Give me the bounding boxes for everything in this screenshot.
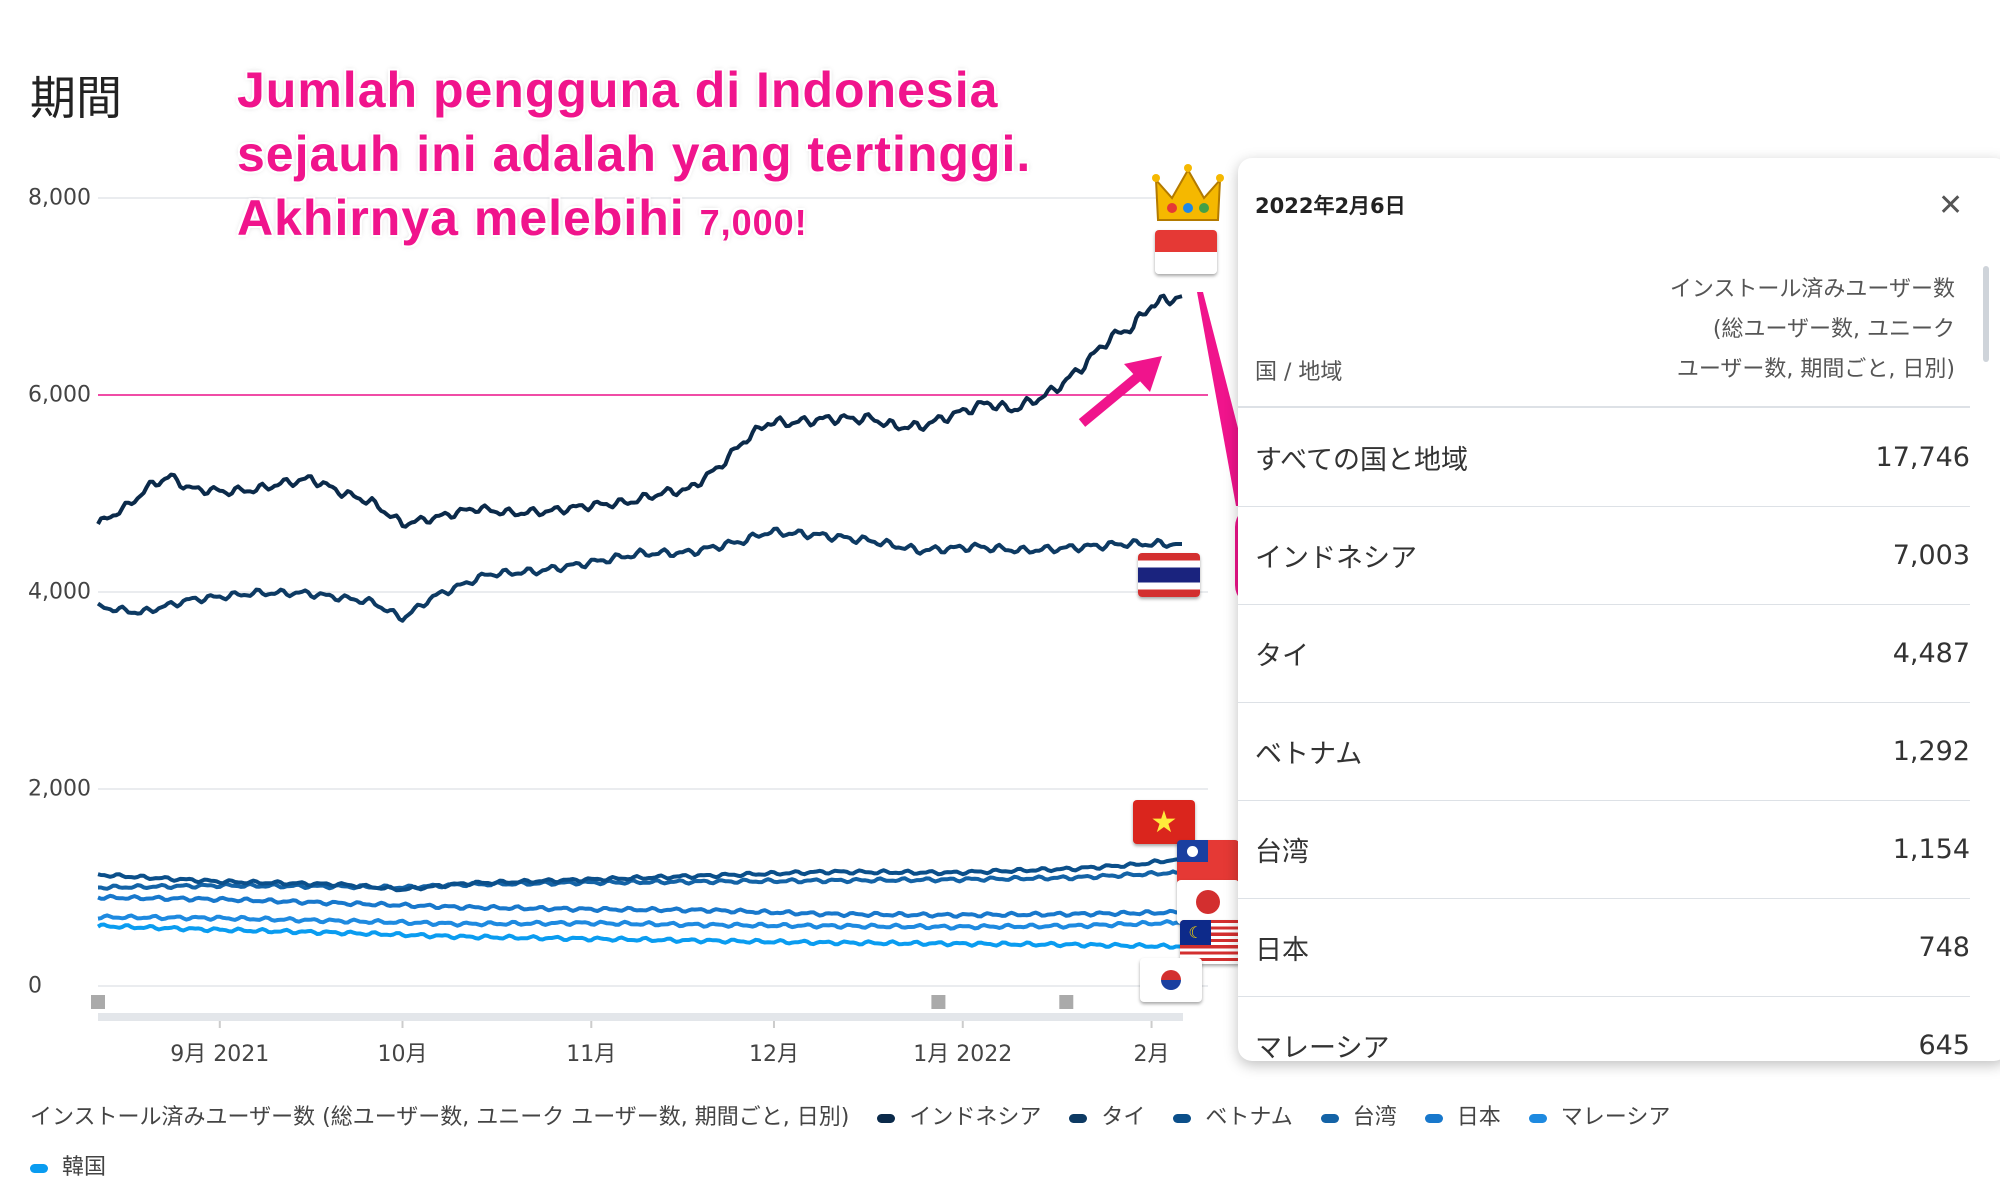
page-title: 期間 [30,71,122,125]
column-header-country: 国 / 地域 [1255,360,1343,385]
series-line-3 [98,869,1183,891]
divider [1238,506,1970,507]
annotation-line-1: Jumlah pengguna di Indonesia [237,62,999,118]
legend: インストール済みユーザー数 (総ユーザー数, ユニーク ユーザー数, 期間ごと,… [30,1093,1930,1193]
legend-label: マレーシア [1560,1105,1671,1130]
legend-swatch [1173,1113,1192,1123]
row-value: 4,487 [1892,637,1970,669]
row-country: 日本 [1255,934,1309,966]
y-tick-label: 0 [28,973,42,999]
row-value: 1,292 [1892,735,1970,767]
legend-title: インストール済みユーザー数 (総ユーザー数, ユニーク ユーザー数, 期間ごと,… [30,1105,850,1130]
row-country: インドネシア [1255,542,1417,574]
panel-row[interactable]: 台湾 1,154 [1255,800,1970,898]
annotation-marker[interactable] [91,995,105,1009]
annotation-marker[interactable] [931,995,946,1009]
row-country: すべての国と地域 [1255,444,1469,476]
divider [1238,406,1970,408]
legend-swatch [1320,1113,1339,1123]
panel-row[interactable]: 日本 748 [1255,898,1970,996]
japan-flag-icon [1177,880,1239,924]
legend-swatch [877,1113,896,1123]
arrow-icon [1078,366,1150,427]
divider [1238,996,1970,997]
panel-row[interactable]: インドネシア 7,003 [1255,506,1970,604]
legend-label: タイ [1101,1105,1146,1130]
y-tick-label: 2,000 [28,776,91,802]
korea-flag-icon [1140,958,1202,1002]
annotation-line-3-number: 7,000! [699,202,808,243]
panel-row[interactable]: すべての国と地域 17,746 [1255,408,1970,506]
y-tick-label: 8,000 [28,185,91,211]
series-line-1 [96,526,1182,623]
legend-item[interactable]: タイ [1069,1105,1145,1130]
x-tick-label: 9月 2021 [170,1042,270,1067]
y-tick-label: 6,000 [28,382,91,408]
column-header-line: ユーザー数, 期間ごと, 日別) [1676,357,1955,382]
legend-swatch [1069,1113,1088,1123]
malaysia-flag-icon: ☾ [1180,920,1242,964]
x-axis [98,1013,1183,1021]
annotation-marker[interactable] [1059,995,1074,1009]
legend-item[interactable]: ベトナム [1173,1105,1293,1130]
row-value: 645 [1918,1029,1970,1061]
column-header-metric: インストール済みユーザー数 (総ユーザー数, ユニーク ユーザー数, 期間ごと,… [1555,270,1955,390]
legend-item[interactable]: インドネシア [877,1105,1041,1130]
divider [1238,800,1970,801]
close-icon[interactable]: ✕ [1938,188,1964,223]
divider [1238,604,1970,605]
crown-icon [1152,164,1224,221]
legend-swatch [1528,1113,1547,1123]
row-value: 1,154 [1892,833,1970,865]
x-tick-label: 11月 [566,1042,617,1067]
row-country: マレーシア [1255,1032,1390,1062]
legend-item[interactable]: 韓国 [30,1143,106,1193]
legend-label: インドネシア [909,1105,1042,1130]
annotation-line-3: Akhirnya melebihi [237,190,700,246]
series-line-6 [96,922,1183,950]
taiwan-flag-icon [1177,840,1239,884]
tooltip-panel: 2022年2月6日 ✕ 国 / 地域 インストール済みユーザー数 (総ユーザー数… [1238,158,2000,1061]
arrow-head-icon [1124,356,1162,392]
row-value: 748 [1918,931,1970,963]
x-tick-label: 2月 [1133,1042,1170,1067]
panel-row[interactable]: タイ 4,487 [1255,604,1970,702]
panel-date: 2022年2月6日 [1255,194,1406,218]
row-country: 台湾 [1255,836,1309,868]
divider [1238,898,1970,899]
x-tick-label: 12月 [748,1042,799,1067]
series-line-4 [97,893,1183,919]
legend-swatch [30,1163,48,1173]
thailand-flag-icon [1138,553,1200,597]
legend-label: 韓国 [62,1155,107,1180]
row-value: 7,003 [1892,539,1970,571]
legend-item[interactable]: 日本 [1424,1105,1501,1130]
legend-swatch [1424,1113,1443,1123]
legend-label: 日本 [1456,1105,1501,1130]
divider [1238,702,1970,703]
x-tick-label: 10月 [377,1042,428,1067]
legend-item[interactable]: マレーシア [1528,1105,1671,1130]
panel-row[interactable]: ベトナム 1,292 [1255,702,1970,800]
row-country: タイ [1255,640,1309,672]
series-line-5 [97,913,1183,931]
series-line-2 [97,856,1183,893]
vietnam-flag-icon: ★ [1133,800,1195,844]
series-line-0 [96,293,1183,529]
x-tick-label: 1月 2022 [913,1042,1013,1067]
panel-row[interactable]: マレーシア 645 [1255,996,1970,1062]
indonesia-flag-icon [1155,230,1217,274]
scrollbar[interactable] [1983,266,1989,362]
row-value: 17,746 [1875,441,1970,473]
legend-item[interactable]: 台湾 [1320,1105,1397,1130]
y-tick-label: 4,000 [28,579,91,605]
legend-label: 台湾 [1352,1105,1397,1130]
annotation-text: Jumlah pengguna di Indonesia sejauh ini … [237,58,1031,255]
annotation-line-2: sejauh ini adalah yang tertinggi. [237,126,1032,182]
column-header-line: インストール済みユーザー数 [1669,277,1955,302]
legend-label: ベトナム [1205,1105,1293,1130]
row-country: ベトナム [1255,738,1363,770]
column-header-line: (総ユーザー数, ユニーク [1712,317,1955,342]
